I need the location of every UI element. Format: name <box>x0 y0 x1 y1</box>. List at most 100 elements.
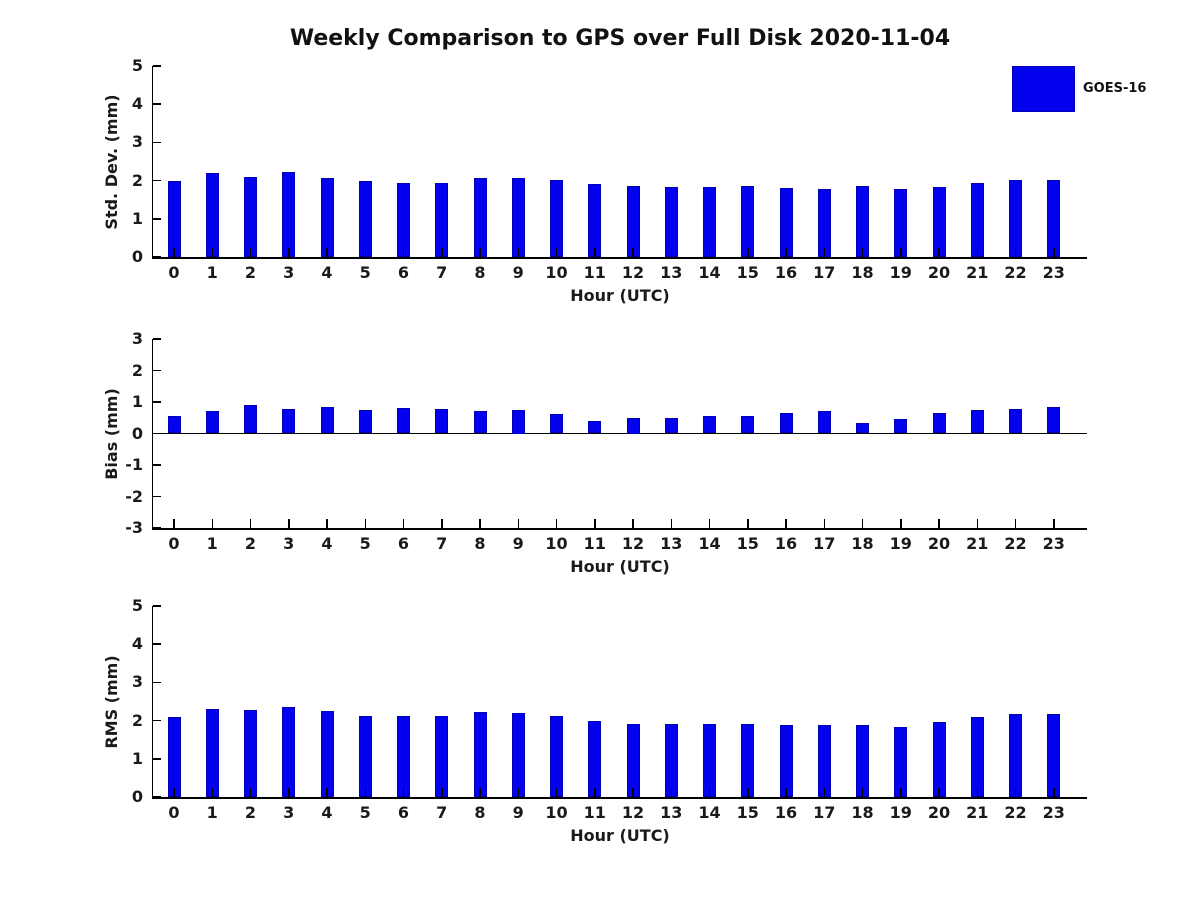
x-tick-label: 0 <box>168 534 180 553</box>
x-tick <box>173 519 175 528</box>
y-tick-label: 4 <box>131 634 143 654</box>
bar <box>282 408 296 434</box>
x-tick-label: 7 <box>436 263 448 282</box>
y-tick <box>153 758 161 760</box>
x-tick <box>555 788 558 797</box>
y-tick-label: 3 <box>131 329 143 348</box>
bar <box>435 408 449 434</box>
x-tick-label: 3 <box>283 263 295 282</box>
y-tick-label: 3 <box>131 672 143 692</box>
bar <box>664 418 678 434</box>
x-tick <box>938 519 940 528</box>
bar <box>1009 180 1022 257</box>
y-tick <box>153 65 161 67</box>
x-tick <box>594 248 596 257</box>
x-tick-label: 3 <box>283 803 295 822</box>
x-tick-label: 15 <box>736 803 759 822</box>
x-tick <box>785 788 787 797</box>
x-tick <box>364 788 366 797</box>
x-tick <box>594 788 596 797</box>
y-tick <box>153 495 161 498</box>
y-tick <box>153 643 161 645</box>
bar <box>511 178 525 257</box>
y-tick-label: 5 <box>131 596 143 615</box>
x-tick-label: 14 <box>698 803 721 822</box>
x-tick <box>441 788 443 797</box>
x-tick-label: 19 <box>889 263 912 282</box>
bar <box>970 410 984 434</box>
y-tick <box>153 605 161 607</box>
x-tick <box>823 248 825 257</box>
x-axis-title: Hour (UTC) <box>570 826 670 845</box>
x-tick <box>976 788 978 797</box>
x-tick-label: 0 <box>168 803 180 822</box>
bar <box>626 417 640 434</box>
x-tick <box>441 519 443 528</box>
bar <box>473 411 487 434</box>
bar <box>894 727 908 797</box>
y-tick-label: 2 <box>131 360 143 380</box>
y-tick <box>153 256 161 258</box>
bar <box>320 407 334 434</box>
x-tick <box>249 248 252 257</box>
x-tick-label: 20 <box>927 803 951 822</box>
x-tick <box>785 248 787 257</box>
x-tick-label: 12 <box>621 534 645 553</box>
x-tick <box>288 519 290 528</box>
x-tick <box>364 519 366 528</box>
y-tick <box>153 179 161 182</box>
x-tick-label: 4 <box>321 534 333 553</box>
x-tick-label: 11 <box>583 263 606 282</box>
x-tick <box>632 788 634 797</box>
bar <box>970 183 984 257</box>
x-axis-line <box>151 528 1087 530</box>
bar <box>703 416 716 434</box>
bar <box>817 724 831 797</box>
y-tick <box>153 369 161 372</box>
bar <box>741 185 755 257</box>
bar <box>626 186 640 257</box>
y-axis-line <box>151 66 153 259</box>
x-tick-label: 22 <box>1004 263 1027 282</box>
bar <box>1047 180 1061 257</box>
x-tick <box>249 519 252 528</box>
bar <box>205 173 219 257</box>
x-tick <box>900 788 902 797</box>
bar <box>550 180 563 257</box>
x-axis-title: Hour (UTC) <box>570 557 670 576</box>
y-tick-label: 0 <box>131 423 143 443</box>
x-tick-label: 17 <box>813 803 836 822</box>
x-tick-label: 22 <box>1004 803 1027 822</box>
bar <box>205 708 219 797</box>
x-tick <box>517 248 519 257</box>
x-tick <box>211 519 213 528</box>
bar <box>932 722 946 797</box>
x-tick-label: 3 <box>283 534 295 553</box>
x-tick-label: 8 <box>474 803 486 822</box>
bar <box>856 423 869 434</box>
y-tick-label: 0 <box>131 787 143 806</box>
y-tick-label: -2 <box>125 486 143 506</box>
x-tick <box>364 248 366 257</box>
x-tick <box>1053 788 1055 797</box>
bar <box>703 187 716 257</box>
x-tick-label: 1 <box>206 534 218 553</box>
bar <box>817 189 831 257</box>
x-tick-label: 15 <box>736 263 759 282</box>
bar <box>435 182 449 257</box>
bar <box>856 724 869 797</box>
x-tick-label: 16 <box>774 534 798 553</box>
x-tick-label: 9 <box>512 534 524 553</box>
y-tick-label: 2 <box>131 710 143 730</box>
x-tick <box>211 248 213 257</box>
x-tick-label: 10 <box>545 803 568 822</box>
x-tick-label: 18 <box>851 534 874 553</box>
bar <box>779 188 793 257</box>
x-tick <box>976 248 978 257</box>
bar <box>741 416 755 434</box>
x-tick-label: 12 <box>621 263 645 282</box>
y-tick-label: 3 <box>131 132 143 152</box>
y-axis-title: RMS (mm) <box>102 654 121 749</box>
x-tick <box>747 248 749 257</box>
